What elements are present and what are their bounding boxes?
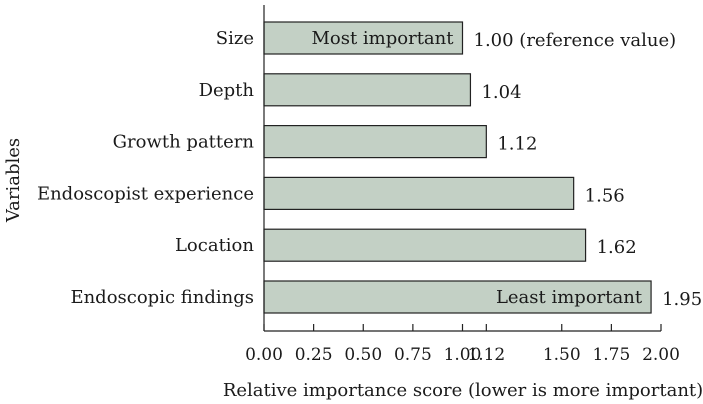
bars-group: [263, 21, 652, 314]
bar-annotations: Most important Least important: [311, 28, 642, 308]
category-label-depth: Depth: [199, 80, 255, 101]
y-axis-title: Variables: [3, 138, 24, 223]
category-label-growth-pattern: Growth pattern: [113, 132, 255, 153]
bar-size: [263, 21, 464, 55]
bar-endoscopist-experience: [263, 176, 575, 210]
x-tick-label: 1.00: [444, 345, 482, 365]
x-tick-label: 1.12: [467, 345, 505, 365]
value-label-growth-pattern: 1.12: [497, 134, 537, 155]
value-label-size: 1.00 (reference value): [474, 30, 677, 51]
x-tick-label: 0.00: [245, 345, 283, 365]
bar-annotation-size: Most important: [311, 28, 454, 49]
category-label-location: Location: [175, 235, 254, 256]
bar-annotation-endoscopic-findings: Least important: [496, 287, 643, 308]
x-tick-label: 2.00: [642, 345, 680, 365]
category-label-size: Size: [216, 28, 254, 49]
bar-growth-pattern: [263, 124, 487, 159]
value-label-endoscopist-experience: 1.56: [585, 185, 625, 206]
x-tick-label: 0.50: [344, 345, 382, 365]
x-tick-label: 0.25: [295, 345, 333, 365]
bar-location: [263, 228, 587, 262]
bar-depth: [263, 73, 472, 107]
value-label-depth: 1.04: [481, 82, 521, 103]
category-label-endoscopic-findings: Endoscopic findings: [70, 287, 254, 308]
x-tick-label: 0.75: [394, 345, 432, 365]
x-tick-label: 1.75: [592, 345, 630, 365]
x-axis-title: Relative importance score (lower is more…: [223, 380, 703, 401]
value-label-endoscopic-findings: 1.95: [662, 289, 702, 310]
bar-endoscopic-findings: [263, 280, 652, 314]
category-labels: Size Depth Growth pattern Endoscopist exper…: [37, 28, 254, 308]
value-label-location: 1.62: [597, 237, 637, 258]
category-label-endoscopist-experience: Endoscopist experience: [37, 183, 254, 204]
value-labels: 1.00 (reference value) 1.04 1.12 1.56 1.62 1.…: [474, 30, 703, 310]
x-tick-label: 1.50: [543, 345, 581, 365]
x-ticks: 0.00 0.25 0.50 0.75 1.001.12 1.50 1.75 2.00: [245, 324, 680, 365]
